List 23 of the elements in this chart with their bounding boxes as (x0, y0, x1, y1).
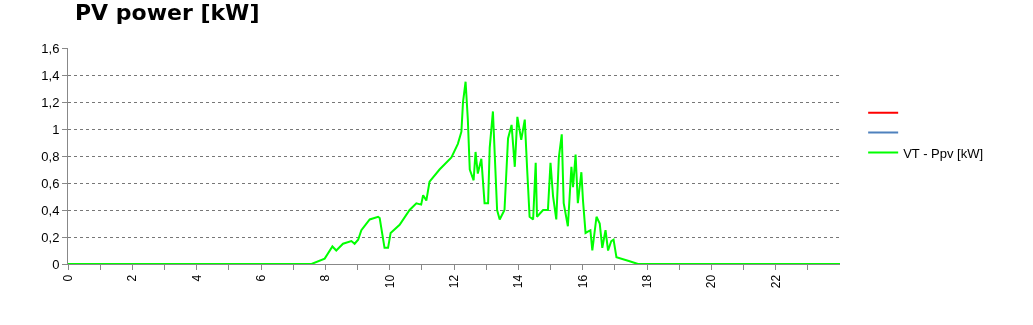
x-tick-label: 0 (60, 274, 75, 282)
y-tick-label: 1,6 (41, 40, 60, 56)
x-tick-label: 20 (704, 274, 719, 289)
y-tick-label: 1,2 (41, 94, 60, 110)
x-tick-label: 14 (511, 274, 526, 289)
x-tick-label: 18 (639, 274, 654, 289)
y-tick-label: 0 (52, 256, 60, 272)
x-tick-label: 6 (253, 274, 268, 282)
y-tick-label: 1 (52, 121, 60, 137)
x-tick-label: 4 (189, 274, 204, 282)
y-tick-label: 0,6 (41, 175, 60, 191)
x-tick-label: 2 (125, 274, 140, 282)
chart-title: PV power [kW] (75, 0, 260, 26)
legend-label: VT - Ppv [kW] (903, 145, 984, 161)
x-tick-label: 12 (446, 274, 461, 289)
x-tick-label: 16 (575, 274, 590, 289)
y-tick-label: 0,8 (41, 148, 60, 164)
y-tick-label: 1,4 (41, 67, 60, 83)
x-tick-label: 22 (768, 274, 783, 289)
x-tick-label: 10 (382, 274, 397, 289)
y-tick-label: 0,4 (41, 202, 60, 218)
y-tick-label: 0,2 (41, 229, 60, 245)
x-tick-label: 8 (318, 274, 333, 282)
